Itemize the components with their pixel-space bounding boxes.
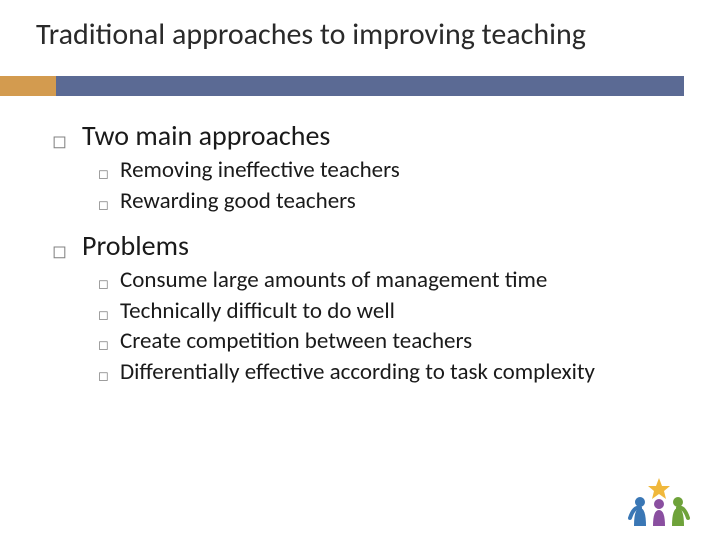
bullet-lvl2: ◻ Rewarding good teachers	[98, 187, 676, 216]
square-bullet-icon: ◻	[98, 277, 112, 292]
slide-title: Traditional approaches to improving teac…	[36, 18, 684, 51]
bullet-lvl2-group: ◻ Removing ineffective teachers ◻ Reward…	[98, 156, 676, 216]
bullet-lvl2-text: Consume large amounts of management time	[120, 266, 547, 295]
bullet-lvl2: ◻ Removing ineffective teachers	[98, 156, 676, 185]
bullet-lvl2-group: ◻ Consume large amounts of management ti…	[98, 266, 676, 387]
square-bullet-icon: ◻	[52, 132, 70, 150]
square-bullet-icon: ◻	[98, 338, 112, 353]
bullet-lvl2-text: Differentially effective according to ta…	[120, 358, 595, 387]
bullet-lvl2: ◻ Create competition between teachers	[98, 327, 676, 356]
bullet-lvl2: ◻ Differentially effective according to …	[98, 358, 676, 387]
square-bullet-icon: ◻	[98, 198, 112, 213]
square-bullet-icon: ◻	[52, 242, 70, 260]
bullet-lvl2-text: Removing ineffective teachers	[120, 156, 400, 185]
title-rule	[0, 76, 720, 96]
bullet-lvl1-text: Two main approaches	[82, 120, 330, 152]
slide: Traditional approaches to improving teac…	[0, 0, 720, 540]
square-bullet-icon: ◻	[98, 308, 112, 323]
title-rule-accent	[0, 76, 56, 96]
bullet-lvl1: ◻ Problems	[52, 230, 676, 262]
bullet-lvl1: ◻ Two main approaches	[52, 120, 676, 152]
bullet-lvl2: ◻ Technically difficult to do well	[98, 297, 676, 326]
bullet-lvl2-text: Create competition between teachers	[120, 327, 472, 356]
bullet-lvl2-text: Rewarding good teachers	[120, 187, 356, 216]
title-rule-main	[56, 76, 684, 96]
bullet-lvl2: ◻ Consume large amounts of management ti…	[98, 266, 676, 295]
square-bullet-icon: ◻	[98, 167, 112, 182]
bullet-lvl2-text: Technically difficult to do well	[120, 297, 395, 326]
bullet-lvl1-text: Problems	[82, 230, 189, 262]
people-logo-icon	[624, 478, 694, 526]
square-bullet-icon: ◻	[98, 369, 112, 384]
slide-body: ◻ Two main approaches ◻ Removing ineffec…	[52, 114, 676, 401]
